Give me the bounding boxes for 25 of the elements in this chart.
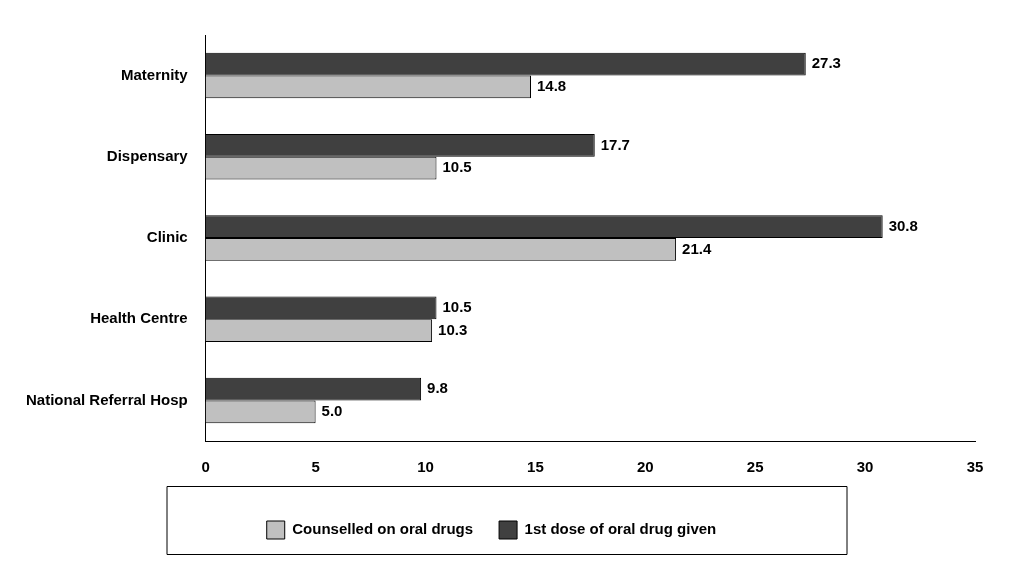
x-tick-label: 0 bbox=[201, 458, 210, 476]
x-tick-label: 35 bbox=[966, 458, 984, 476]
data-label: 21.4 bbox=[682, 239, 712, 257]
y-tick-label: Maternity bbox=[121, 65, 189, 83]
x-tick-label: 30 bbox=[856, 458, 874, 476]
data-label: 10.5 bbox=[442, 297, 472, 315]
data-label: 17.7 bbox=[600, 135, 630, 153]
x-tick-label: 10 bbox=[417, 458, 434, 476]
data-label: 10.3 bbox=[438, 320, 468, 338]
x-tick-label: 25 bbox=[746, 458, 764, 476]
legend-label: 1st dose of oral drug given bbox=[524, 520, 717, 538]
y-tick-label: National Referral Hosp bbox=[25, 390, 188, 408]
data-label: 10.5 bbox=[442, 158, 472, 176]
x-tick-label: 15 bbox=[527, 458, 544, 476]
data-label: 5.0 bbox=[321, 401, 343, 419]
data-label: 30.8 bbox=[888, 216, 918, 234]
y-tick-label: Dispensary bbox=[106, 146, 189, 164]
x-tick-label: 20 bbox=[636, 458, 654, 476]
y-tick-label: Clinic bbox=[146, 228, 188, 246]
legend-label: Counselled on oral drugs bbox=[292, 520, 474, 538]
data-label: 14.8 bbox=[537, 77, 567, 95]
x-tick-label: 5 bbox=[311, 458, 320, 476]
data-label: 9.8 bbox=[427, 379, 448, 397]
data-label: 27.3 bbox=[811, 54, 841, 72]
y-tick-label: Health Centre bbox=[90, 309, 188, 327]
